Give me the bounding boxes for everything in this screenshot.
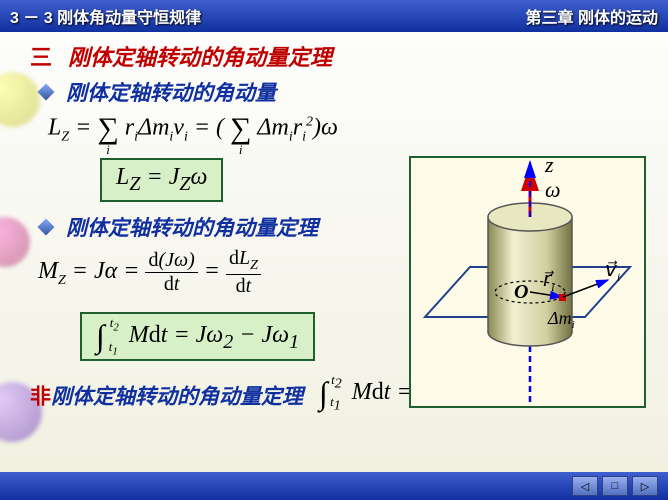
diamond-bullet-icon	[38, 84, 55, 101]
prev-button[interactable]: ◁	[572, 476, 598, 496]
svg-text:O: O	[514, 281, 528, 303]
decoration-blob	[0, 72, 40, 127]
subsection-1: 刚体定轴转动的角动量	[40, 77, 668, 107]
svg-text:Δmi: Δmi	[547, 308, 575, 331]
header-left: 3 － 3 刚体角动量守恒规律	[10, 4, 201, 28]
section-heading: 三 刚体定轴转动的角动量定理	[30, 40, 668, 72]
header-bar: 3 － 3 刚体角动量守恒规律 第三章 刚体的运动	[0, 0, 668, 32]
svg-text:z: z	[544, 152, 554, 177]
footer-bar: ◁ □ ▷	[0, 472, 668, 500]
decoration-blob	[0, 217, 30, 267]
stop-button[interactable]: □	[602, 476, 628, 496]
header-right: 第三章 刚体的运动	[526, 4, 658, 28]
content-area: 三 刚体定轴转动的角动量定理 刚体定轴转动的角动量 LZ = ∑i riΔmiv…	[0, 32, 668, 472]
next-button[interactable]: ▷	[632, 476, 658, 496]
formula-1: LZ = ∑i riΔmivi = ( ∑i Δmiri2)ω	[48, 112, 668, 146]
diamond-bullet-icon	[38, 218, 55, 235]
cylinder-diagram: z ω O r⃗i v⃗i Δmi	[400, 152, 650, 412]
svg-text:ω: ω	[545, 177, 561, 202]
